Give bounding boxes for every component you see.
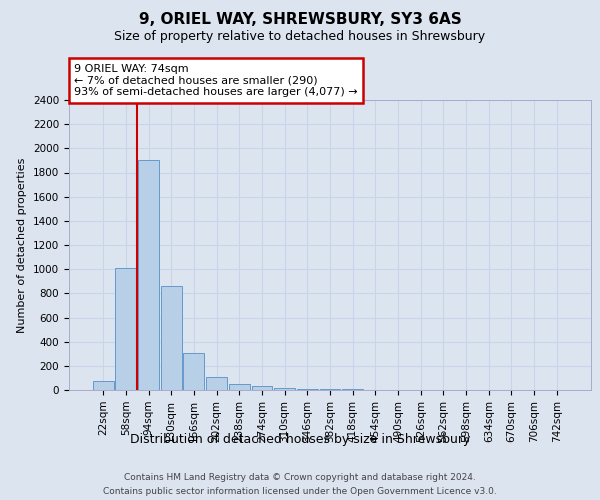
Y-axis label: Number of detached properties: Number of detached properties [17, 158, 28, 332]
Bar [161, 286, 182, 390]
Text: 9 ORIEL WAY: 74sqm
← 7% of detached houses are smaller (290)
93% of semi-detache: 9 ORIEL WAY: 74sqm ← 7% of detached hous… [74, 64, 358, 97]
Text: 9, ORIEL WAY, SHREWSBURY, SY3 6AS: 9, ORIEL WAY, SHREWSBURY, SY3 6AS [139, 12, 461, 28]
Bar [206, 376, 227, 390]
Text: Distribution of detached houses by size in Shrewsbury: Distribution of detached houses by size … [130, 432, 470, 446]
Bar [115, 268, 136, 390]
Bar [138, 160, 159, 390]
Bar [93, 381, 113, 390]
Text: Contains public sector information licensed under the Open Government Licence v3: Contains public sector information licen… [103, 488, 497, 496]
Bar [274, 388, 295, 390]
Bar [229, 384, 250, 390]
Bar [251, 386, 272, 390]
Bar [184, 352, 205, 390]
Text: Size of property relative to detached houses in Shrewsbury: Size of property relative to detached ho… [115, 30, 485, 43]
Bar [297, 389, 318, 390]
Text: Contains HM Land Registry data © Crown copyright and database right 2024.: Contains HM Land Registry data © Crown c… [124, 472, 476, 482]
